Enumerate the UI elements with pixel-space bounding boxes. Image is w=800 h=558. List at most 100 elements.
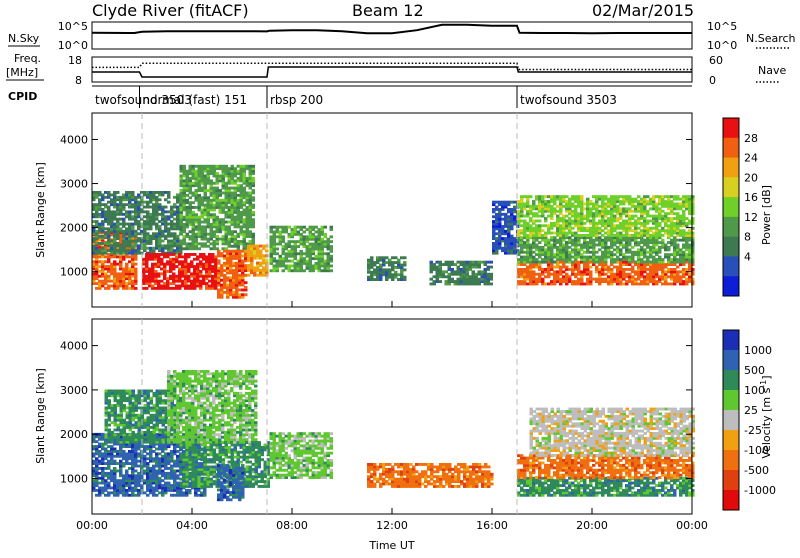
heatmap-cell	[195, 247, 199, 250]
heatmap-cell	[240, 170, 244, 173]
heatmap-cell	[492, 232, 496, 235]
heatmap-cell	[601, 239, 605, 242]
heatmap-cell	[643, 275, 647, 278]
heatmap-cell	[113, 213, 117, 216]
heatmap-cell	[658, 275, 662, 278]
heatmap-cell	[667, 207, 671, 210]
heatmap-cell	[646, 256, 650, 259]
heatmap-cell	[439, 280, 443, 283]
heatmap-cell	[565, 195, 569, 198]
heatmap-cell	[98, 477, 102, 480]
heatmap-cell	[616, 232, 620, 235]
heatmap-cell	[634, 205, 638, 208]
heatmap-cell	[460, 261, 464, 264]
heatmap-cell	[571, 261, 575, 264]
heatmap-cell	[131, 191, 135, 194]
heatmap-cell	[142, 280, 146, 283]
heatmap-cell	[104, 479, 108, 482]
heatmap-cell	[104, 484, 108, 487]
heatmap-cell	[324, 233, 328, 236]
heatmap-cell	[128, 194, 132, 197]
heatmap-cell	[571, 210, 575, 213]
heatmap-cell	[559, 248, 563, 251]
heatmap-cell	[128, 457, 132, 460]
heatmap-cell	[125, 252, 129, 255]
heatmap-cell	[619, 207, 623, 210]
heatmap-cell	[397, 273, 401, 276]
heatmap-cell	[559, 278, 563, 281]
heatmap-cell	[498, 201, 502, 204]
heatmap-cell	[655, 227, 659, 230]
heatmap-cell	[535, 239, 539, 242]
heatmap-cell	[661, 283, 665, 286]
heatmap-cell	[113, 450, 117, 453]
heatmap-cell	[517, 217, 521, 220]
heatmap-cell	[520, 258, 524, 261]
heatmap-cell	[131, 270, 135, 273]
heatmap-cell	[535, 207, 539, 210]
heatmap-cell	[658, 222, 662, 225]
heatmap-cell	[217, 267, 221, 270]
heatmap-cell	[550, 198, 554, 201]
heatmap-cell	[192, 211, 196, 214]
heatmap-cell	[501, 225, 505, 228]
heatmap-cell	[232, 250, 236, 253]
heatmap-cell	[119, 223, 123, 226]
heatmap-cell	[583, 203, 587, 206]
heatmap-cell	[682, 280, 686, 283]
heatmap-cell	[649, 215, 653, 218]
heatmap-cell	[146, 484, 150, 487]
heatmap-cell	[92, 467, 96, 470]
heatmap-cell	[376, 256, 380, 259]
heatmap-cell	[223, 274, 227, 277]
heatmap-cell	[113, 270, 117, 273]
heatmap-cell	[574, 258, 578, 261]
heatmap-cell	[367, 264, 371, 267]
heatmap-cell	[216, 187, 220, 190]
heatmap-cell	[562, 266, 566, 269]
heatmap-cell	[589, 266, 593, 269]
heatmap-cell	[670, 263, 674, 266]
heatmap-cell	[145, 253, 149, 256]
heatmap-cell	[517, 275, 521, 278]
heatmap-cell	[204, 242, 208, 245]
heatmap-cell	[315, 245, 319, 248]
heatmap-cell	[312, 257, 316, 260]
heatmap-cell	[532, 200, 536, 203]
heatmap-cell	[119, 252, 123, 255]
heatmap-cell	[646, 239, 650, 242]
heatmap-cell	[238, 274, 242, 277]
heatmap-cell	[327, 255, 331, 258]
heatmap-cell	[107, 484, 111, 487]
heatmap-cell	[547, 239, 551, 242]
heatmap-cell	[201, 209, 205, 212]
heatmap-cell	[517, 244, 521, 247]
heatmap-cell	[501, 203, 505, 206]
heatmap-cell	[167, 215, 171, 218]
heatmap-cell	[529, 248, 533, 251]
heatmap-cell	[122, 255, 126, 258]
heatmap-cell	[225, 228, 229, 231]
heatmap-cell	[279, 255, 283, 258]
heatmap-cell	[137, 220, 141, 223]
heatmap-cell	[235, 250, 239, 253]
heatmap-cell	[616, 207, 620, 210]
heatmap-cell	[232, 257, 236, 260]
heatmap-cell	[122, 465, 126, 468]
heatmap-cell	[252, 238, 256, 241]
heatmap-cell	[122, 194, 126, 197]
heatmap-cell	[149, 467, 153, 470]
heatmap-cell	[244, 281, 248, 284]
heatmap-cell	[192, 206, 196, 209]
heatmap-cell	[538, 220, 542, 223]
heatmap-cell	[196, 280, 200, 283]
heatmap-cell	[98, 482, 102, 485]
heatmap-cell	[592, 203, 596, 206]
heatmap-cell	[213, 209, 217, 212]
heatmap-cell	[592, 278, 596, 281]
heatmap-cell	[160, 258, 164, 261]
heatmap-cell	[664, 253, 668, 256]
heatmap-cell	[220, 252, 224, 255]
heatmap-cell	[504, 201, 508, 204]
heatmap-cell	[385, 268, 389, 271]
